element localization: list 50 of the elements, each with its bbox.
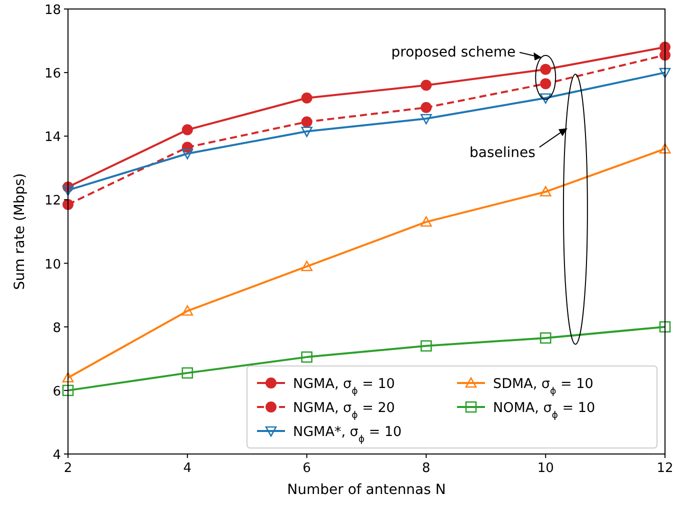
legend-label: SDMA, σ$_{ϕ}$ = 10 (493, 376, 594, 396)
legend-label: NOMA, σ$_{ϕ}$ = 10 (493, 400, 596, 420)
x-tick-label: 2 (64, 461, 72, 476)
point (659, 68, 671, 78)
point (301, 126, 312, 138)
x-tick-label: 10 (537, 461, 554, 476)
point (182, 148, 194, 160)
point (301, 116, 312, 128)
point (659, 143, 671, 154)
x-tick-label: 6 (302, 461, 311, 476)
point (420, 216, 432, 227)
point (420, 80, 432, 91)
annotation: baselines (470, 145, 536, 162)
point (420, 114, 432, 124)
y-tick-label: 4 (52, 448, 61, 463)
point (420, 340, 432, 352)
point (182, 124, 193, 136)
point (62, 384, 74, 396)
point (660, 50, 670, 61)
point (62, 372, 74, 382)
y-tick-label: 10 (44, 257, 61, 272)
point (659, 321, 671, 333)
y-tick-label: 14 (44, 130, 61, 146)
point (420, 102, 432, 114)
y-tick-label: 8 (52, 320, 61, 336)
point (540, 332, 552, 344)
point (540, 186, 552, 196)
point (62, 186, 74, 196)
y-tick-label: 16 (44, 66, 61, 82)
point (182, 305, 194, 316)
point (182, 367, 194, 379)
x-tick-label: 12 (656, 461, 674, 476)
point (301, 260, 312, 272)
point (540, 78, 552, 90)
point (301, 92, 312, 104)
point (62, 198, 74, 210)
legend-label: NGMA*, σ$_{ϕ}$ = 10 (293, 424, 402, 444)
y-tick-label: 6 (52, 384, 61, 400)
y-tick-label: 18 (44, 3, 61, 18)
x-tick-label: 4 (183, 461, 192, 476)
y-tick-label: 12 (44, 194, 61, 209)
x-tick-label: 8 (422, 461, 430, 476)
point (540, 93, 552, 104)
legend-label: NGMA, σ$_{ϕ}$ = 10 (293, 376, 395, 396)
y-axis-title: Sum rate (Mbps) (12, 173, 28, 290)
point (301, 351, 312, 363)
legend-label: NGMA, σ$_{ϕ}$ = 20 (293, 400, 395, 420)
annotation: proposed scheme (391, 44, 516, 60)
x-axis-title: Number of antennas N (287, 482, 446, 498)
point (540, 64, 552, 75)
